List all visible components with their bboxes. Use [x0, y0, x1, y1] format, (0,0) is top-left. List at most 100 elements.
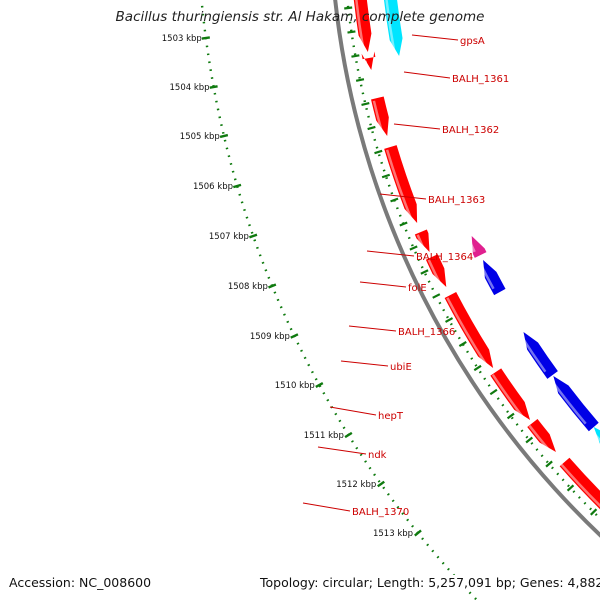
gene-label: ndk — [368, 450, 387, 461]
inner-track-tick — [351, 54, 360, 58]
inner-track-tick — [589, 508, 598, 516]
gene-leader-line — [379, 193, 427, 200]
inner-track-tick — [420, 269, 429, 275]
gene-hepT — [527, 419, 556, 452]
inner-track-tick — [506, 412, 515, 420]
gene-BALH_1364-highlight — [416, 234, 425, 250]
gene-label: folE — [408, 283, 427, 294]
inner-track-tick — [347, 30, 356, 34]
ruler-tick — [249, 233, 258, 239]
gene-gpsA — [353, 0, 372, 52]
gene-blue-1-body — [483, 260, 506, 296]
gene-ndk — [559, 457, 600, 510]
gene-BALH_1366 — [444, 292, 494, 368]
topology-text: Topology: circular; Length: 5,257,091 bp… — [260, 575, 600, 590]
gene-BALH_1362 — [371, 96, 389, 136]
gene-leader-line — [403, 71, 451, 79]
gene-label: BALH_1361 — [452, 74, 509, 85]
gene-cyan-top-highlight — [385, 0, 396, 54]
gene-cyan-ndk — [589, 427, 600, 444]
labels-layer: gpsA BALH_1361 BALH_1362 BALH_1363 BALH_1364… — [302, 34, 509, 518]
gene-label: BALH_1364 — [416, 252, 473, 263]
inner-track-tick — [409, 245, 418, 251]
ruler-tick-label: 1508 kbp — [228, 282, 268, 292]
gene-label: BALH_1363 — [428, 195, 485, 206]
gene-BALH_1361 — [361, 51, 376, 70]
inner-track-tick — [390, 197, 399, 203]
ruler-tick-label: 1510 kbp — [275, 381, 315, 391]
gene-BALH_1362-highlight — [372, 100, 384, 134]
gene-leader-line — [329, 406, 377, 416]
gene-label: gpsA — [460, 36, 485, 47]
gene-leader-line — [359, 281, 407, 288]
gene-leader-line — [393, 123, 441, 130]
inner-track-tick — [458, 341, 467, 347]
gene-blue-2 — [519, 332, 558, 379]
ruler-tick-label: 1507 kbp — [209, 232, 249, 242]
gene-BALH_1366-body — [444, 292, 494, 368]
inner-track-tick — [355, 78, 365, 82]
gene-blue-3-body — [553, 376, 599, 432]
gene-cyan-top — [384, 0, 403, 56]
ruler-tick — [219, 133, 229, 139]
gene-label: hepT — [378, 411, 404, 422]
gene-ubiE — [490, 368, 531, 420]
inner-track-tick — [489, 388, 498, 396]
gene-leader-line — [366, 250, 415, 257]
gene-label: ubiE — [390, 362, 412, 373]
accession-text: Accession: NC_008600 — [9, 575, 152, 590]
gene-gpsA-body — [353, 0, 372, 52]
gene-label: BALH_1366 — [398, 327, 455, 338]
gene-blue-2-highlight — [519, 334, 547, 373]
gene-BALH_1362-body — [371, 96, 389, 136]
ruler-tick — [377, 480, 385, 488]
ruler-tick-label: 1512 kbp — [336, 480, 376, 490]
gene-BALH_1364 — [414, 229, 430, 252]
gene-BALH_1363-highlight — [385, 149, 413, 221]
gene-gpsA-highlight — [355, 0, 365, 50]
gene-blue-3 — [549, 376, 599, 432]
ruler-tick-label: 1503 kbp — [162, 34, 202, 44]
ruler-tick-label: 1513 kbp — [373, 529, 413, 539]
inner-track-tick — [367, 125, 376, 131]
ruler-tick-label: 1504 kbp — [170, 83, 210, 93]
inner-track-tick — [525, 436, 534, 444]
gene-magenta-body — [471, 236, 487, 258]
gene-magenta — [467, 236, 487, 258]
gene-ndk-highlight — [560, 463, 600, 508]
gene-folE-body — [425, 254, 447, 287]
gene-blue-3-highlight — [549, 377, 587, 425]
gene-ubiE-body — [490, 368, 531, 420]
gene-leader-line — [317, 446, 367, 455]
gene-blue-1 — [478, 260, 506, 296]
ruler-tick — [268, 283, 277, 289]
ruler-tick-label: 1509 kbp — [250, 332, 290, 342]
ruler-tick — [344, 431, 353, 439]
gene-leader-line — [340, 360, 389, 367]
inner-track-tick — [374, 149, 383, 155]
ruler-tick-label: 1505 kbp — [180, 132, 220, 142]
ruler-tick — [315, 382, 324, 388]
gene-BALH_1364-body — [414, 229, 430, 252]
inner-track-tick — [566, 484, 575, 492]
inner-track-tick — [361, 102, 370, 106]
ruler-tick — [290, 333, 299, 339]
genes-layer — [353, 0, 600, 510]
inner-track-tick — [399, 221, 408, 227]
inner-track-tick — [445, 317, 454, 323]
gene-leader-line — [411, 34, 459, 41]
ruler-tick — [209, 85, 218, 89]
gene-blue-1-highlight — [478, 262, 495, 290]
gene-label: BALH_1362 — [442, 125, 499, 136]
inner-track-tick — [545, 460, 553, 468]
gene-label: BALH_1370 — [352, 507, 409, 518]
map-title: Bacillus thuringiensis str. Al Hakam, co… — [115, 9, 485, 25]
gene-BALH_1363 — [384, 145, 418, 223]
gene-cyan-ndk-body — [593, 427, 600, 444]
gene-leader-line — [348, 325, 397, 332]
gene-BALH_1363-body — [384, 145, 418, 223]
ruler-tick — [232, 183, 242, 189]
gene-ubiE-highlight — [491, 374, 524, 418]
